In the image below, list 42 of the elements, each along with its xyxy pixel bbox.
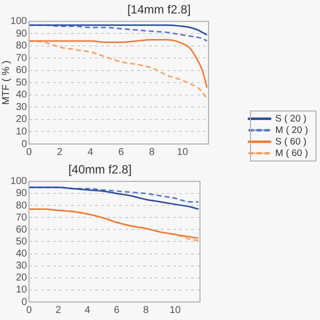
- chart-title: [14mm f2.8]: [127, 2, 191, 17]
- x-tick-label: 2: [55, 304, 62, 316]
- y-tick-label: 100: [10, 16, 28, 28]
- chart-title: [40mm f2.8]: [68, 162, 132, 177]
- line-series: [29, 39, 208, 88]
- y-tick-label: 80: [16, 200, 28, 212]
- y-tick-label: 20: [16, 114, 28, 126]
- y-tick-label: 0: [21, 296, 28, 308]
- y-tick-label: 20: [16, 272, 28, 284]
- x-tick-label: 2: [56, 146, 63, 158]
- y-axis-title: MTF ( % ): [0, 60, 12, 105]
- y-tick-label: 50: [16, 77, 28, 88]
- y-tick-label: 100: [10, 176, 28, 188]
- y-tick-label: 60: [16, 224, 28, 236]
- y-tick-label: 30: [16, 260, 28, 272]
- legend-label: M ( 20 ): [275, 124, 308, 136]
- y-tick-label: 60: [16, 65, 28, 76]
- y-tick-label: 0: [21, 138, 28, 150]
- y-tick-label: 70: [16, 212, 28, 224]
- y-tick-label: 30: [16, 102, 28, 113]
- line-series: [29, 24, 208, 36]
- y-tick-label: 10: [16, 284, 28, 296]
- x-tick-label: 4: [84, 304, 91, 316]
- y-tick-label: 10: [16, 126, 28, 138]
- y-tick-label: 40: [16, 90, 28, 101]
- y-tick-label: 80: [16, 40, 28, 52]
- x-tick-label: 10: [176, 146, 188, 158]
- x-tick-label: 8: [148, 146, 155, 158]
- line-series: [29, 186, 200, 210]
- y-tick-label: 50: [16, 236, 28, 248]
- x-tick-label: 6: [118, 146, 124, 158]
- y-tick-label: 70: [16, 52, 28, 64]
- legend-label: S ( 60 ): [275, 136, 306, 148]
- x-tick-label: 4: [88, 146, 94, 158]
- x-tick-label: 6: [114, 304, 120, 316]
- y-tick-label: 40: [16, 248, 28, 260]
- y-tick-label: 90: [16, 188, 28, 200]
- legend-label: M ( 60 ): [275, 148, 308, 159]
- y-tick-label: 90: [16, 28, 28, 40]
- x-tick-label: 8: [143, 304, 150, 316]
- legend-label: S ( 20 ): [275, 113, 306, 124]
- x-tick-label: 10: [170, 304, 182, 316]
